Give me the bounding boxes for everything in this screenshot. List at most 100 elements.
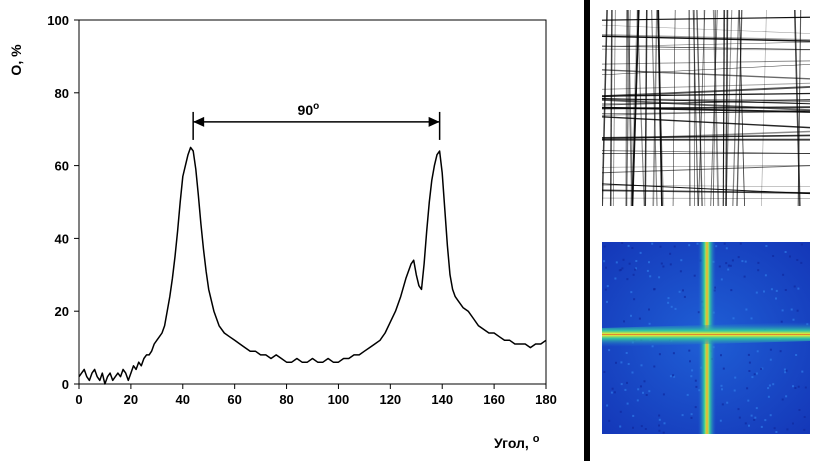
texture-horizontal-line: [602, 85, 810, 98]
fft-speckle: [720, 354, 722, 357]
fft-speckle: [670, 305, 673, 308]
texture-horizontal-line: [602, 189, 810, 194]
fft-speckle: [662, 431, 665, 434]
fft-speckle: [746, 387, 749, 390]
x-tick-label-160: 160: [483, 392, 505, 407]
fft-speckle: [785, 395, 788, 398]
fft-speckle: [773, 427, 776, 430]
fft-speckle: [738, 416, 741, 419]
fft-speckle: [619, 410, 622, 413]
fft-speckle: [743, 275, 746, 278]
annotation-label-text: 90: [298, 102, 314, 118]
fft-speckle: [797, 385, 800, 388]
fft-speckle: [606, 300, 608, 303]
fft-speckle: [737, 256, 740, 259]
fft-speckle: [690, 416, 693, 419]
fft-speckle: [603, 245, 606, 248]
fft-speckle: [632, 426, 634, 429]
fft-speckle: [757, 269, 760, 272]
fft-speckle: [628, 262, 631, 265]
fft-speckle: [753, 419, 756, 421]
fft-speckle: [603, 260, 606, 263]
fft-speckle: [642, 391, 644, 394]
texture-horizontal-line: [602, 98, 810, 105]
fft-speckle: [639, 251, 642, 254]
fft-speckle: [672, 374, 675, 377]
texture-image: [602, 10, 810, 206]
fft-speckle: [719, 419, 722, 422]
fft-speckle: [606, 285, 609, 288]
fft-speckle: [625, 352, 628, 354]
fft-speckle: [673, 245, 676, 248]
fft-speckle: [631, 247, 634, 249]
fft-speckle: [662, 265, 665, 268]
fft-speckle: [725, 262, 728, 265]
fft-speckle: [755, 372, 758, 375]
fft-speckle: [780, 320, 783, 323]
x-axis-title-superscript: o: [533, 433, 540, 445]
fft-speckle: [626, 278, 629, 281]
fft-speckle: [640, 425, 643, 428]
fft-speckle: [751, 376, 754, 379]
fft-speckle: [618, 269, 621, 272]
fft-speckle: [619, 425, 622, 428]
fft-speckle: [803, 428, 806, 431]
fft-speckle: [646, 269, 649, 272]
fft-speckle: [727, 264, 730, 267]
fft-speckle: [783, 368, 786, 371]
fft-speckle: [673, 375, 676, 378]
fft-speckle: [770, 288, 773, 291]
fft-speckle: [731, 259, 734, 262]
fft-speckle: [733, 389, 736, 392]
fft-speckle: [769, 358, 772, 361]
texture-horizontal-line: [602, 60, 810, 65]
fft-speckle: [608, 349, 611, 352]
fft-speckle: [753, 373, 756, 376]
fft-speckle: [680, 259, 683, 262]
fft-speckle: [633, 298, 636, 301]
fft-speckle: [630, 314, 632, 317]
fft-speckle: [741, 260, 744, 263]
fft-speckle: [748, 361, 751, 364]
fft-speckle: [648, 390, 651, 393]
fft-speckle: [658, 418, 661, 421]
fft-speckle: [635, 267, 637, 270]
texture-horizontal-line: [602, 99, 810, 106]
fft-speckle: [729, 264, 732, 267]
fft-speckle: [737, 408, 740, 411]
fft-speckle: [800, 243, 803, 246]
fft-speckle: [658, 424, 660, 427]
fft-speckle: [760, 368, 763, 370]
fft-speckle: [644, 428, 647, 430]
fft-speckle: [769, 348, 772, 351]
fft-speckle: [767, 387, 770, 390]
annotation-arrowhead-left: [193, 116, 205, 127]
fft-speckle: [764, 274, 767, 277]
fft-speckle: [772, 383, 775, 386]
fft-speckle: [624, 388, 627, 391]
x-tick-label-100: 100: [328, 392, 350, 407]
fft-speckle: [626, 402, 629, 405]
fft-speckle: [621, 267, 624, 270]
fft-speckle: [784, 371, 787, 374]
x-tick-label-60: 60: [227, 392, 241, 407]
fft-speckle: [634, 268, 637, 271]
fft-speckle: [611, 387, 614, 390]
y-tick-label-60: 60: [55, 159, 69, 174]
texture-horizontal-line: [602, 98, 810, 102]
fft-speckle: [667, 297, 670, 300]
fft-speckle: [660, 262, 663, 265]
fft-speckle: [756, 350, 759, 353]
fft-speckle: [679, 270, 682, 273]
annotation-label: 90o: [298, 101, 320, 118]
fft-speckle: [779, 350, 782, 353]
fft-speckle: [784, 251, 787, 253]
fft-speckle: [784, 289, 787, 291]
fft-speckle: [718, 265, 721, 268]
fft-speckle: [608, 419, 611, 422]
fft-speckle: [694, 406, 697, 409]
fft-speckle: [726, 401, 729, 404]
fft-speckle: [801, 370, 804, 373]
fft-speckle: [651, 345, 654, 348]
y-axis-title: O, %: [8, 44, 24, 76]
